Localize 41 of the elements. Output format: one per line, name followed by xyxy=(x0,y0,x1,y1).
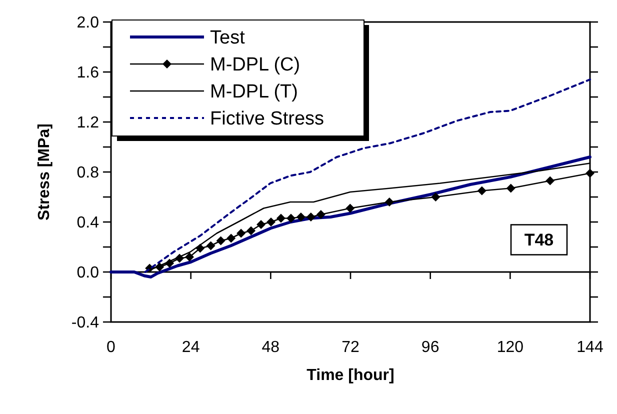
legend-label: M-DPL (T) xyxy=(210,82,298,103)
point xyxy=(431,192,440,202)
x-tick-label: 72 xyxy=(342,339,360,356)
x-axis-title: Time [hour] xyxy=(306,367,394,384)
y-tick-label: 0.4 xyxy=(76,214,100,232)
point xyxy=(236,228,246,238)
point xyxy=(296,212,306,222)
annotation: T48 xyxy=(524,230,554,250)
point xyxy=(185,252,194,262)
x-tick-label: 120 xyxy=(496,339,524,356)
point xyxy=(506,184,516,193)
x-tick-label: 96 xyxy=(421,339,440,356)
point xyxy=(256,220,266,229)
point xyxy=(246,226,256,236)
point xyxy=(346,204,355,213)
x-tick-label: 24 xyxy=(182,339,200,356)
point xyxy=(276,214,286,223)
y-tick-label: 2.0 xyxy=(76,14,100,32)
x-tick-label: 48 xyxy=(262,339,280,356)
point xyxy=(286,214,296,223)
y-axis-title: Stress [MPa] xyxy=(36,124,53,220)
point xyxy=(226,234,236,243)
y-tick-label: -0.4 xyxy=(71,314,100,332)
x-tick-label: 144 xyxy=(576,339,604,356)
point xyxy=(546,176,555,186)
y-tick-label: 0.0 xyxy=(76,264,100,282)
point xyxy=(266,218,276,226)
legend-label: Fictive Stress xyxy=(210,108,324,130)
point xyxy=(306,212,316,222)
point xyxy=(206,241,216,250)
point xyxy=(316,210,326,219)
y-tick-label: 0.8 xyxy=(76,164,100,182)
legend-label: M-DPL (C) xyxy=(210,54,300,76)
point xyxy=(384,198,394,206)
x-tick-label: 0 xyxy=(106,339,116,356)
y-tick-label: 1.6 xyxy=(76,64,100,82)
legend-label: Test xyxy=(210,28,246,49)
point xyxy=(216,236,226,246)
point xyxy=(586,168,594,178)
y-tick-label: 1.2 xyxy=(76,114,100,132)
point xyxy=(477,186,486,196)
